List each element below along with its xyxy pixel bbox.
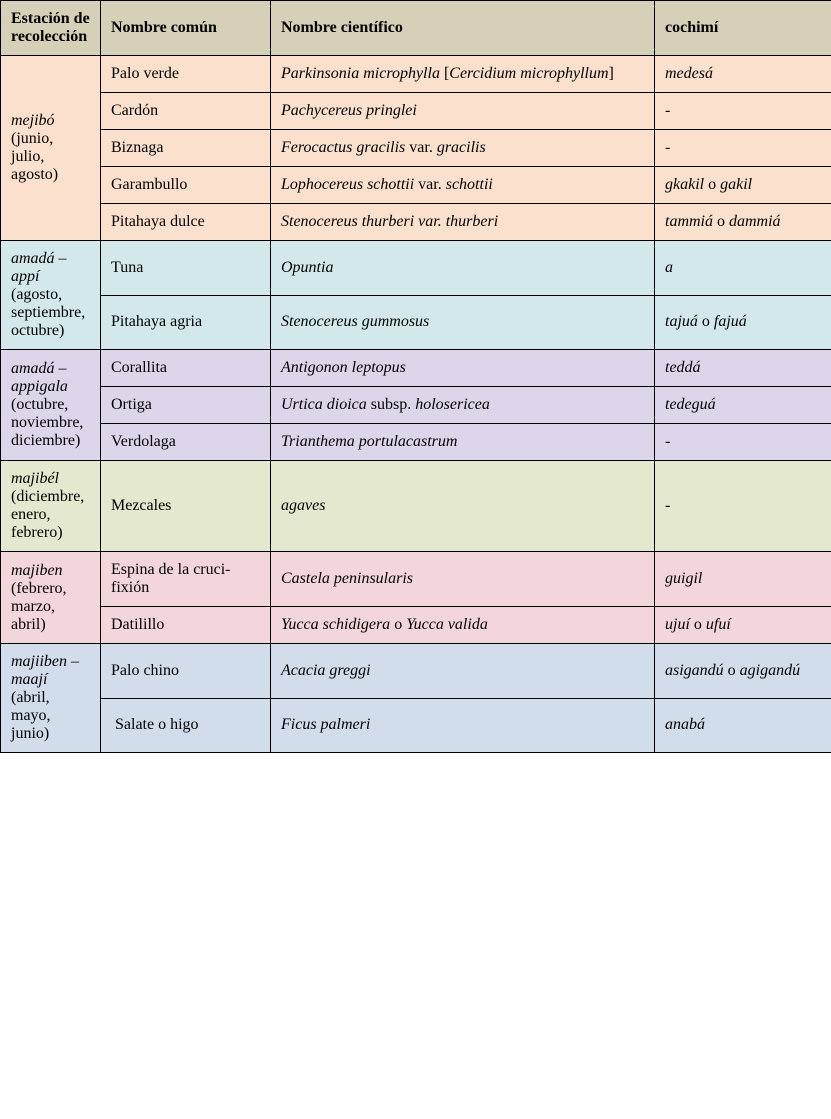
common-name-cell: Cardón [101,93,271,130]
table-row: amadá – appigala (octubre, noviem­bre, d… [1,350,831,387]
scientific-name-cell: Pachycereus pringlei [271,93,655,130]
col-scientific: Nombre científico [271,1,655,56]
season-cell: amadá – appigala (octubre, noviem­bre, d… [1,350,101,461]
season-cell: majibél (diciem­bre, enero, febrero) [1,461,101,552]
common-name-cell: Pitahaya dulce [101,204,271,241]
scientific-name-cell: Trianthema portulacastrum [271,424,655,461]
cochimi-cell: - [655,130,831,167]
cochimi-cell: tedeguá [655,387,831,424]
scientific-name-cell: Parkinsonia microphylla [Cercidium micro… [271,56,655,93]
cochimi-cell: guigil [655,552,831,607]
cochimi-cell: gkakil o gakil [655,167,831,204]
table-row: majibél (diciem­bre, enero, febrero)Mezc… [1,461,831,552]
col-cochimi: cochimí [655,1,831,56]
common-name-cell: Mezcales [101,461,271,552]
common-name-cell: Palo verde [101,56,271,93]
season-cell: mejibó (junio, julio, agosto) [1,56,101,241]
scientific-name-cell: Stenocereus gummosus [271,295,655,350]
table-header: Estación de reco­lección Nombre común No… [1,1,831,56]
table-row: mejibó (junio, julio, agosto)Palo verdeP… [1,56,831,93]
table-row: VerdolagaTrianthema portulacastrum- [1,424,831,461]
cochimi-cell: teddá [655,350,831,387]
table-row: GarambulloLophocereus schottii var. scho… [1,167,831,204]
table-row: majiben (febrero, marzo, abril)Espina de… [1,552,831,607]
season-cell: amadá – appí (agosto, septiem­bre, octu­… [1,241,101,350]
scientific-name-cell: Castela peninsularis [271,552,655,607]
scientific-name-cell: Ficus palmeri [271,698,655,753]
cochimi-cell: anabá [655,698,831,753]
cochimi-cell: ujuí o ufuí [655,607,831,644]
scientific-name-cell: Ferocactus gracilis var. gracilis [271,130,655,167]
scientific-name-cell: Yucca schidigera o Yucca valida [271,607,655,644]
cochimi-cell: asigandú o agi­gandú [655,644,831,699]
common-name-cell: Salate o higo [101,698,271,753]
cochimi-cell: tammiá o dammiá [655,204,831,241]
table-body: mejibó (junio, julio, agosto)Palo verdeP… [1,56,831,753]
common-name-cell: Datilillo [101,607,271,644]
cochimi-cell: a [655,241,831,296]
common-name-cell: Espina de la cruci­fixión [101,552,271,607]
scientific-name-cell: Acacia greggi [271,644,655,699]
scientific-name-cell: Stenocereus thurberi var. thurberi [271,204,655,241]
common-name-cell: Garambullo [101,167,271,204]
cochimi-cell: - [655,461,831,552]
cochimi-cell: tajuá o fajuá [655,295,831,350]
common-name-cell: Pitahaya agria [101,295,271,350]
cochimi-cell: medesá [655,56,831,93]
table-row: DatililloYucca schidigera o Yucca valida… [1,607,831,644]
season-cell: majiiben – maají (abril, mayo, junio) [1,644,101,753]
scientific-name-cell: Urtica dioica subsp. holosericea [271,387,655,424]
table-row: Salate o higoFicus palmerianabá [1,698,831,753]
common-name-cell: Ortiga [101,387,271,424]
scientific-name-cell: agaves [271,461,655,552]
scientific-name-cell: Lophocereus schottii var. schottii [271,167,655,204]
table-row: amadá – appí (agosto, septiem­bre, octu­… [1,241,831,296]
col-common: Nombre común [101,1,271,56]
scientific-name-cell: Antigonon leptopus [271,350,655,387]
common-name-cell: Biznaga [101,130,271,167]
cochimi-cell: - [655,93,831,130]
table-row: Pitahaya dulceStenocereus thurberi var. … [1,204,831,241]
table-row: CardónPachycereus pringlei- [1,93,831,130]
table-row: majiiben – maají (abril, mayo, junio)Pal… [1,644,831,699]
common-name-cell: Palo chino [101,644,271,699]
common-name-cell: Verdolaga [101,424,271,461]
cochimi-cell: - [655,424,831,461]
plants-table: Estación de reco­lección Nombre común No… [0,0,831,753]
scientific-name-cell: Opuntia [271,241,655,296]
season-cell: majiben (febrero, marzo, abril) [1,552,101,644]
common-name-cell: Corallita [101,350,271,387]
col-season: Estación de reco­lección [1,1,101,56]
table-row: BiznagaFerocactus gracilis var. gracilis… [1,130,831,167]
table-row: OrtigaUrtica dioica subsp. holosericeate… [1,387,831,424]
common-name-cell: Tuna [101,241,271,296]
table-row: Pitahaya agriaStenocereus gummosustajuá … [1,295,831,350]
